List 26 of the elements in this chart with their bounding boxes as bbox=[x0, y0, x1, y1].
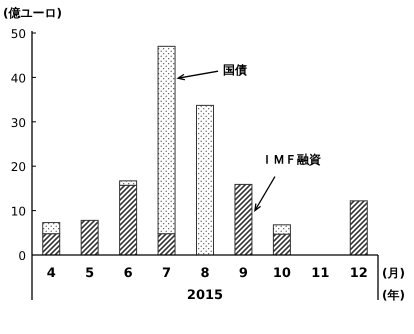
x-tick-label: 4 bbox=[46, 266, 56, 281]
bar bbox=[234, 184, 252, 256]
x-tick-label: 11 bbox=[311, 266, 330, 281]
x-tick-label: 10 bbox=[272, 266, 291, 281]
x-tick-label: 7 bbox=[162, 266, 172, 281]
y-tick-label: 10 bbox=[10, 204, 26, 219]
y-tick-label: 20 bbox=[10, 160, 26, 174]
x-tick-label: 6 bbox=[124, 266, 133, 281]
text: (月) bbox=[382, 266, 405, 280]
x-tick-label: 8 bbox=[200, 266, 210, 281]
bar bbox=[196, 104, 214, 256]
series-label: ＩＭＦ融資 bbox=[260, 152, 321, 167]
y-tick-label: 50 bbox=[10, 27, 26, 41]
y-tick-label: 0 bbox=[18, 249, 26, 263]
y-tick-label: 40 bbox=[10, 71, 26, 86]
x-tick-label: 12 bbox=[350, 266, 368, 281]
y-axis-title: (億ユーロ) bbox=[3, 6, 62, 20]
text: 国債 bbox=[223, 63, 248, 78]
text: (年) bbox=[382, 288, 405, 302]
x-tick-label: 9 bbox=[238, 266, 248, 281]
bar bbox=[80, 220, 99, 256]
x-axis-title: 2015 bbox=[186, 288, 224, 303]
y-tick-label: 30 bbox=[10, 116, 26, 130]
x-tick-label: 5 bbox=[85, 266, 94, 281]
bar bbox=[350, 200, 368, 256]
bar bbox=[119, 184, 138, 256]
